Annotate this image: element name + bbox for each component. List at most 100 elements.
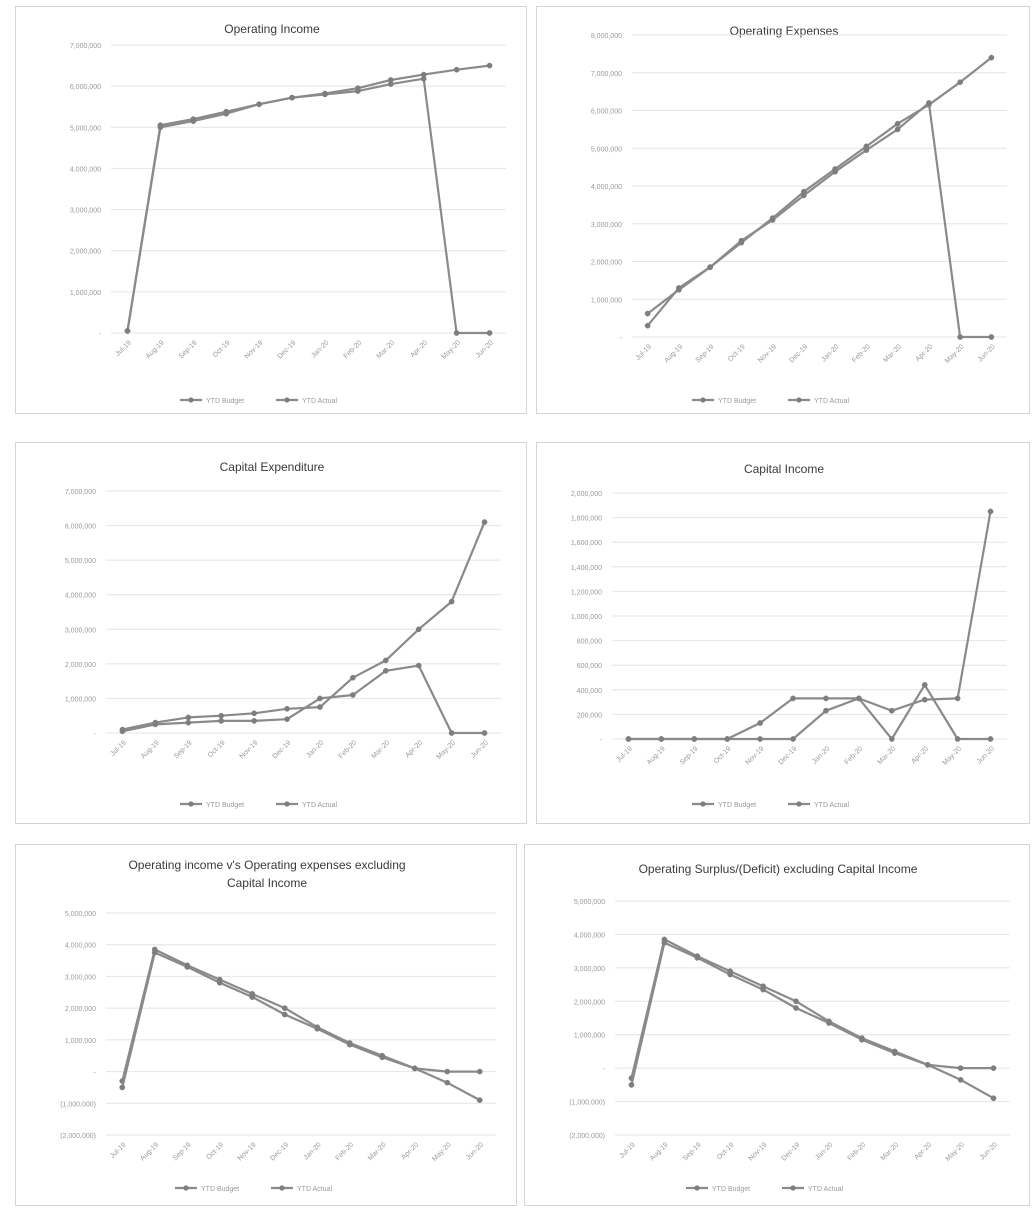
legend-label: YTD Actual (302, 398, 337, 405)
data-point (448, 598, 455, 605)
x-tick-label: Aug-19 (139, 1141, 160, 1162)
x-tick-label: Jan-20 (310, 339, 330, 359)
data-point (894, 126, 901, 133)
x-tick-label: May-20 (436, 739, 458, 761)
series-line-ytd-actual (122, 664, 485, 735)
data-point (223, 110, 230, 117)
data-point (957, 1065, 964, 1071)
series-line-ytd-actual (630, 941, 994, 1086)
data-point (281, 1011, 288, 1018)
x-tick-label: Oct-19 (207, 739, 227, 759)
data-point (676, 286, 682, 293)
data-point (957, 79, 963, 86)
x-tick-label: Jun-20 (977, 343, 997, 363)
x-tick-label: Jun-20 (979, 1141, 999, 1161)
data-point (832, 168, 838, 175)
chart-panel-operating-income: Operating Income - 1,000,000 2,000,000 3,000… (15, 6, 527, 414)
y-tick-label: 4,000,000 (591, 184, 622, 191)
x-tick-label: Nov-19 (745, 745, 766, 766)
x-tick-label: Mar-20 (371, 739, 392, 760)
x-tick-label: Nov-19 (237, 1141, 258, 1162)
x-tick-label: Mar-20 (880, 1141, 901, 1162)
data-point (218, 718, 225, 724)
y-tick-label: 5,000,000 (65, 911, 96, 918)
data-point (350, 674, 356, 681)
chart-capital-expenditure: Capital Expenditure - 1,000,000 2,000,000 3,… (65, 460, 501, 809)
data-point (216, 979, 223, 986)
data-point (420, 75, 427, 82)
x-tick-label: Mar-20 (877, 745, 898, 766)
data-point (249, 994, 256, 1000)
x-tick-label: Apr-20 (400, 1141, 420, 1161)
x-tick-label: May-20 (431, 1141, 453, 1163)
y-tick-label: 6,000,000 (65, 524, 96, 531)
y-tick-label: 1,400,000 (571, 565, 602, 572)
x-tick-label: Sep-19 (178, 339, 199, 360)
data-point (486, 330, 493, 336)
data-point (314, 1025, 321, 1032)
y-tick-label: 1,000,000 (70, 290, 101, 297)
x-tick-label: Jul-19 (109, 1141, 128, 1160)
data-point (387, 81, 394, 87)
data-point (350, 692, 356, 698)
data-point (481, 519, 488, 525)
data-point (284, 705, 290, 712)
data-point (453, 330, 460, 336)
y-tick-label: 2,000,000 (65, 1006, 96, 1013)
y-tick-label: - (620, 335, 623, 342)
y-tick-label: 600,000 (577, 663, 602, 670)
data-point (190, 118, 197, 124)
data-point (382, 667, 389, 674)
data-point (859, 1036, 865, 1043)
y-tick-label: 5,000,000 (65, 558, 96, 565)
y-tick-label: 3,000,000 (65, 974, 96, 981)
y-tick-label: 4,000,000 (70, 166, 101, 173)
y-tick-label: 4,000,000 (65, 943, 96, 950)
chart-panel-capital-expenditure: Capital Expenditure - 1,000,000 2,000,000 3,… (15, 442, 527, 824)
data-point (757, 736, 763, 742)
x-tick-label: Nov-19 (748, 1141, 769, 1162)
x-tick-label: Oct-19 (205, 1141, 225, 1161)
x-tick-label: May-20 (942, 745, 964, 767)
legend-marker (700, 801, 706, 807)
x-tick-label: Sep-19 (679, 745, 700, 766)
data-point (185, 719, 192, 726)
x-tick-label: Oct-19 (716, 1141, 736, 1161)
legend-label: YTD Budget (712, 1186, 750, 1193)
x-tick-label: Jul-19 (635, 343, 654, 362)
x-tick-label: Dec-19 (788, 343, 809, 364)
chart-operating-income: Operating Income - 1,000,000 2,000,000 3,000… (70, 22, 506, 405)
data-point (481, 730, 488, 736)
data-point (856, 695, 862, 702)
data-point (888, 707, 895, 714)
data-point (921, 696, 928, 703)
x-tick-label: Oct-19 (212, 339, 232, 359)
y-tick-label: 200,000 (577, 712, 602, 719)
y-tick-label: 7,000,000 (70, 43, 101, 50)
x-tick-label: Feb-20 (851, 343, 872, 364)
y-tick-label: 6,000,000 (591, 109, 622, 116)
data-point (790, 695, 796, 702)
data-point (738, 237, 745, 244)
data-point (760, 986, 766, 993)
data-point (694, 954, 701, 961)
y-tick-label: 1,200,000 (571, 589, 602, 596)
data-point (658, 736, 665, 742)
chart-panel-income-vs-expenses: Operating income v's Operating expenses … (15, 844, 517, 1206)
data-point (317, 704, 323, 710)
y-tick-label: 1,000,000 (65, 1038, 96, 1045)
y-tick-label: 1,000,000 (571, 614, 602, 621)
y-tick-label: 7,000,000 (591, 71, 622, 78)
x-tick-label: Jul-19 (615, 745, 634, 764)
data-point (119, 728, 126, 735)
x-tick-label: Feb-20 (844, 745, 865, 766)
series-line-ytd-actual (646, 101, 992, 339)
data-point (894, 120, 901, 127)
data-point (184, 964, 191, 970)
y-tick-label: - (99, 331, 102, 338)
y-tick-label: (1,000,000) (60, 1101, 96, 1108)
legend-marker (188, 397, 194, 403)
x-tick-label: Oct-19 (713, 745, 733, 765)
legend-marker (694, 1185, 700, 1191)
y-tick-label: 2,000,000 (591, 260, 622, 267)
